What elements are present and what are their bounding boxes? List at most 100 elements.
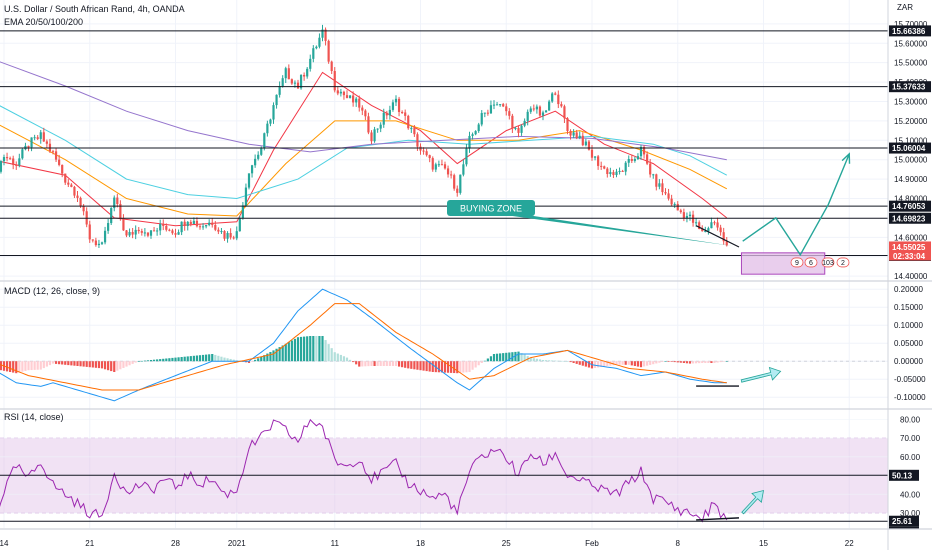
ema-line-1 bbox=[0, 71, 728, 227]
annotation-box[interactable] bbox=[447, 200, 535, 216]
macd-tick-label: 0.05000 bbox=[894, 339, 923, 348]
time-axis[interactable]: 14 21 28 2021 11 18 25 Feb 8 15 22 bbox=[0, 529, 932, 550]
candle-body bbox=[235, 231, 238, 239]
macd-histogram-bar bbox=[682, 361, 685, 363]
macd-histogram-bar bbox=[76, 361, 79, 366]
candle-body bbox=[73, 186, 76, 196]
candle-body bbox=[327, 40, 330, 62]
macd-histogram-bar bbox=[419, 361, 422, 371]
macd-axis[interactable]: 0.20000 0.15000 0.10000 0.05000 0.00000 -0.05… bbox=[888, 282, 932, 408]
rsi-tick-label: 30.00 bbox=[900, 509, 921, 518]
candle-body bbox=[526, 111, 529, 121]
zone-badge bbox=[790, 257, 804, 268]
macd-lines bbox=[0, 288, 727, 402]
macd-histogram-bar bbox=[391, 361, 395, 366]
candle-body bbox=[701, 228, 704, 232]
macd-signal-line bbox=[0, 303, 727, 391]
zone-badge bbox=[821, 257, 835, 268]
macd-histogram-bar bbox=[716, 361, 719, 363]
buying-zone-annotation[interactable]: BUYING ZONE bbox=[447, 200, 733, 247]
macd-histogram-bar bbox=[67, 361, 70, 366]
candle-body bbox=[673, 203, 676, 205]
macd-histogram-bar bbox=[211, 354, 214, 362]
candle-body bbox=[584, 141, 587, 146]
candle-body bbox=[103, 230, 107, 243]
candle-body bbox=[489, 105, 493, 114]
candle-body bbox=[453, 175, 456, 189]
candle-body bbox=[495, 104, 499, 106]
macd-histogram-bar bbox=[407, 361, 410, 369]
macd-tick-label: 0.00000 bbox=[894, 357, 923, 366]
candle-body bbox=[177, 232, 180, 235]
candle-body bbox=[54, 151, 58, 160]
candle-body bbox=[502, 104, 505, 107]
candle-body bbox=[33, 137, 36, 139]
candle-body bbox=[652, 174, 655, 176]
candle-body bbox=[618, 170, 621, 172]
macd-histogram-bar bbox=[529, 357, 532, 362]
macd-histogram-bar bbox=[9, 361, 12, 372]
macd-histogram-bar bbox=[422, 361, 425, 371]
candle-body bbox=[379, 124, 382, 129]
rsi-pane[interactable]: 80.0070.0060.0040.0030.0020.0050.1325.61… bbox=[0, 410, 932, 538]
price-tick-label: 14.60000 bbox=[894, 233, 928, 242]
macd-histogram-bar bbox=[446, 361, 450, 373]
macd-histogram-bar bbox=[489, 356, 493, 362]
candle-body bbox=[134, 229, 137, 235]
macd-histogram-bar bbox=[113, 361, 116, 372]
candle-body bbox=[679, 210, 682, 213]
price-tick-label: 15.20000 bbox=[894, 117, 928, 126]
candle-body bbox=[492, 104, 496, 106]
macd-pane-title: MACD (12, 26, close, 9) bbox=[4, 286, 100, 296]
rsi-tick-label: 80.00 bbox=[900, 415, 921, 424]
macd-histogram-bar bbox=[695, 361, 698, 364]
candle-body bbox=[299, 74, 303, 89]
candle-body bbox=[443, 164, 447, 169]
macd-histogram-bar bbox=[94, 361, 97, 368]
candle-body bbox=[633, 159, 636, 161]
candle-body bbox=[149, 230, 153, 236]
macd-histogram-bar bbox=[587, 361, 591, 368]
macd-histogram-bar bbox=[621, 361, 624, 365]
rsi-axis[interactable]: 80.0070.0060.0040.0030.0020.0050.1325.61… bbox=[888, 410, 932, 538]
macd-histogram-bar bbox=[520, 353, 523, 362]
macd-histogram-bar bbox=[73, 361, 76, 366]
macd-histogram-bar bbox=[425, 361, 428, 372]
macd-histogram-bar bbox=[440, 361, 444, 373]
macd-histogram-bar bbox=[250, 361, 254, 362]
macd-histogram-bar bbox=[260, 356, 263, 362]
candle-body bbox=[655, 174, 658, 187]
candle-body bbox=[97, 243, 101, 246]
macd-histogram-bar bbox=[70, 361, 73, 366]
candle-body bbox=[474, 131, 477, 135]
candle-body bbox=[12, 158, 15, 165]
date-tick-label: 8 bbox=[676, 539, 681, 548]
price-candles bbox=[0, 24, 728, 248]
macd-histogram-bar bbox=[36, 361, 39, 370]
price-tick-label: 15.30000 bbox=[894, 97, 928, 106]
macd-histogram-bar bbox=[492, 354, 496, 362]
macd-histogram-bar bbox=[168, 358, 171, 362]
macd-histogram-bar bbox=[615, 361, 618, 365]
macd-histogram-bar bbox=[551, 360, 554, 362]
macd-histogram-bar bbox=[578, 361, 581, 365]
macd-histogram-bar bbox=[388, 361, 391, 366]
candle-body bbox=[140, 231, 143, 233]
macd-pane[interactable]: 0.20000 0.15000 0.10000 0.05000 0.00000 -0.05… bbox=[0, 282, 932, 408]
date-tick-label: 21 bbox=[85, 539, 94, 548]
macd-histogram-bar bbox=[698, 361, 701, 364]
level-price-label: 15.37633 bbox=[892, 83, 926, 92]
macd-histogram-bar bbox=[713, 361, 716, 363]
price-axis[interactable]: 15.7000015.6000015.5000015.4000015.30000… bbox=[888, 0, 932, 281]
candle-body bbox=[137, 229, 140, 232]
price-pane[interactable]: 9 6 103 2 BUYING ZONE 15.70000 15.60000 15.50… bbox=[0, 0, 932, 528]
macd-histogram-bar bbox=[355, 361, 358, 365]
candle-body bbox=[125, 230, 128, 236]
macd-histogram-bar bbox=[474, 361, 477, 368]
candle-body bbox=[401, 111, 404, 113]
candle-body bbox=[79, 197, 82, 207]
macd-histogram-bar bbox=[226, 358, 229, 362]
macd-histogram-bar bbox=[183, 356, 186, 362]
